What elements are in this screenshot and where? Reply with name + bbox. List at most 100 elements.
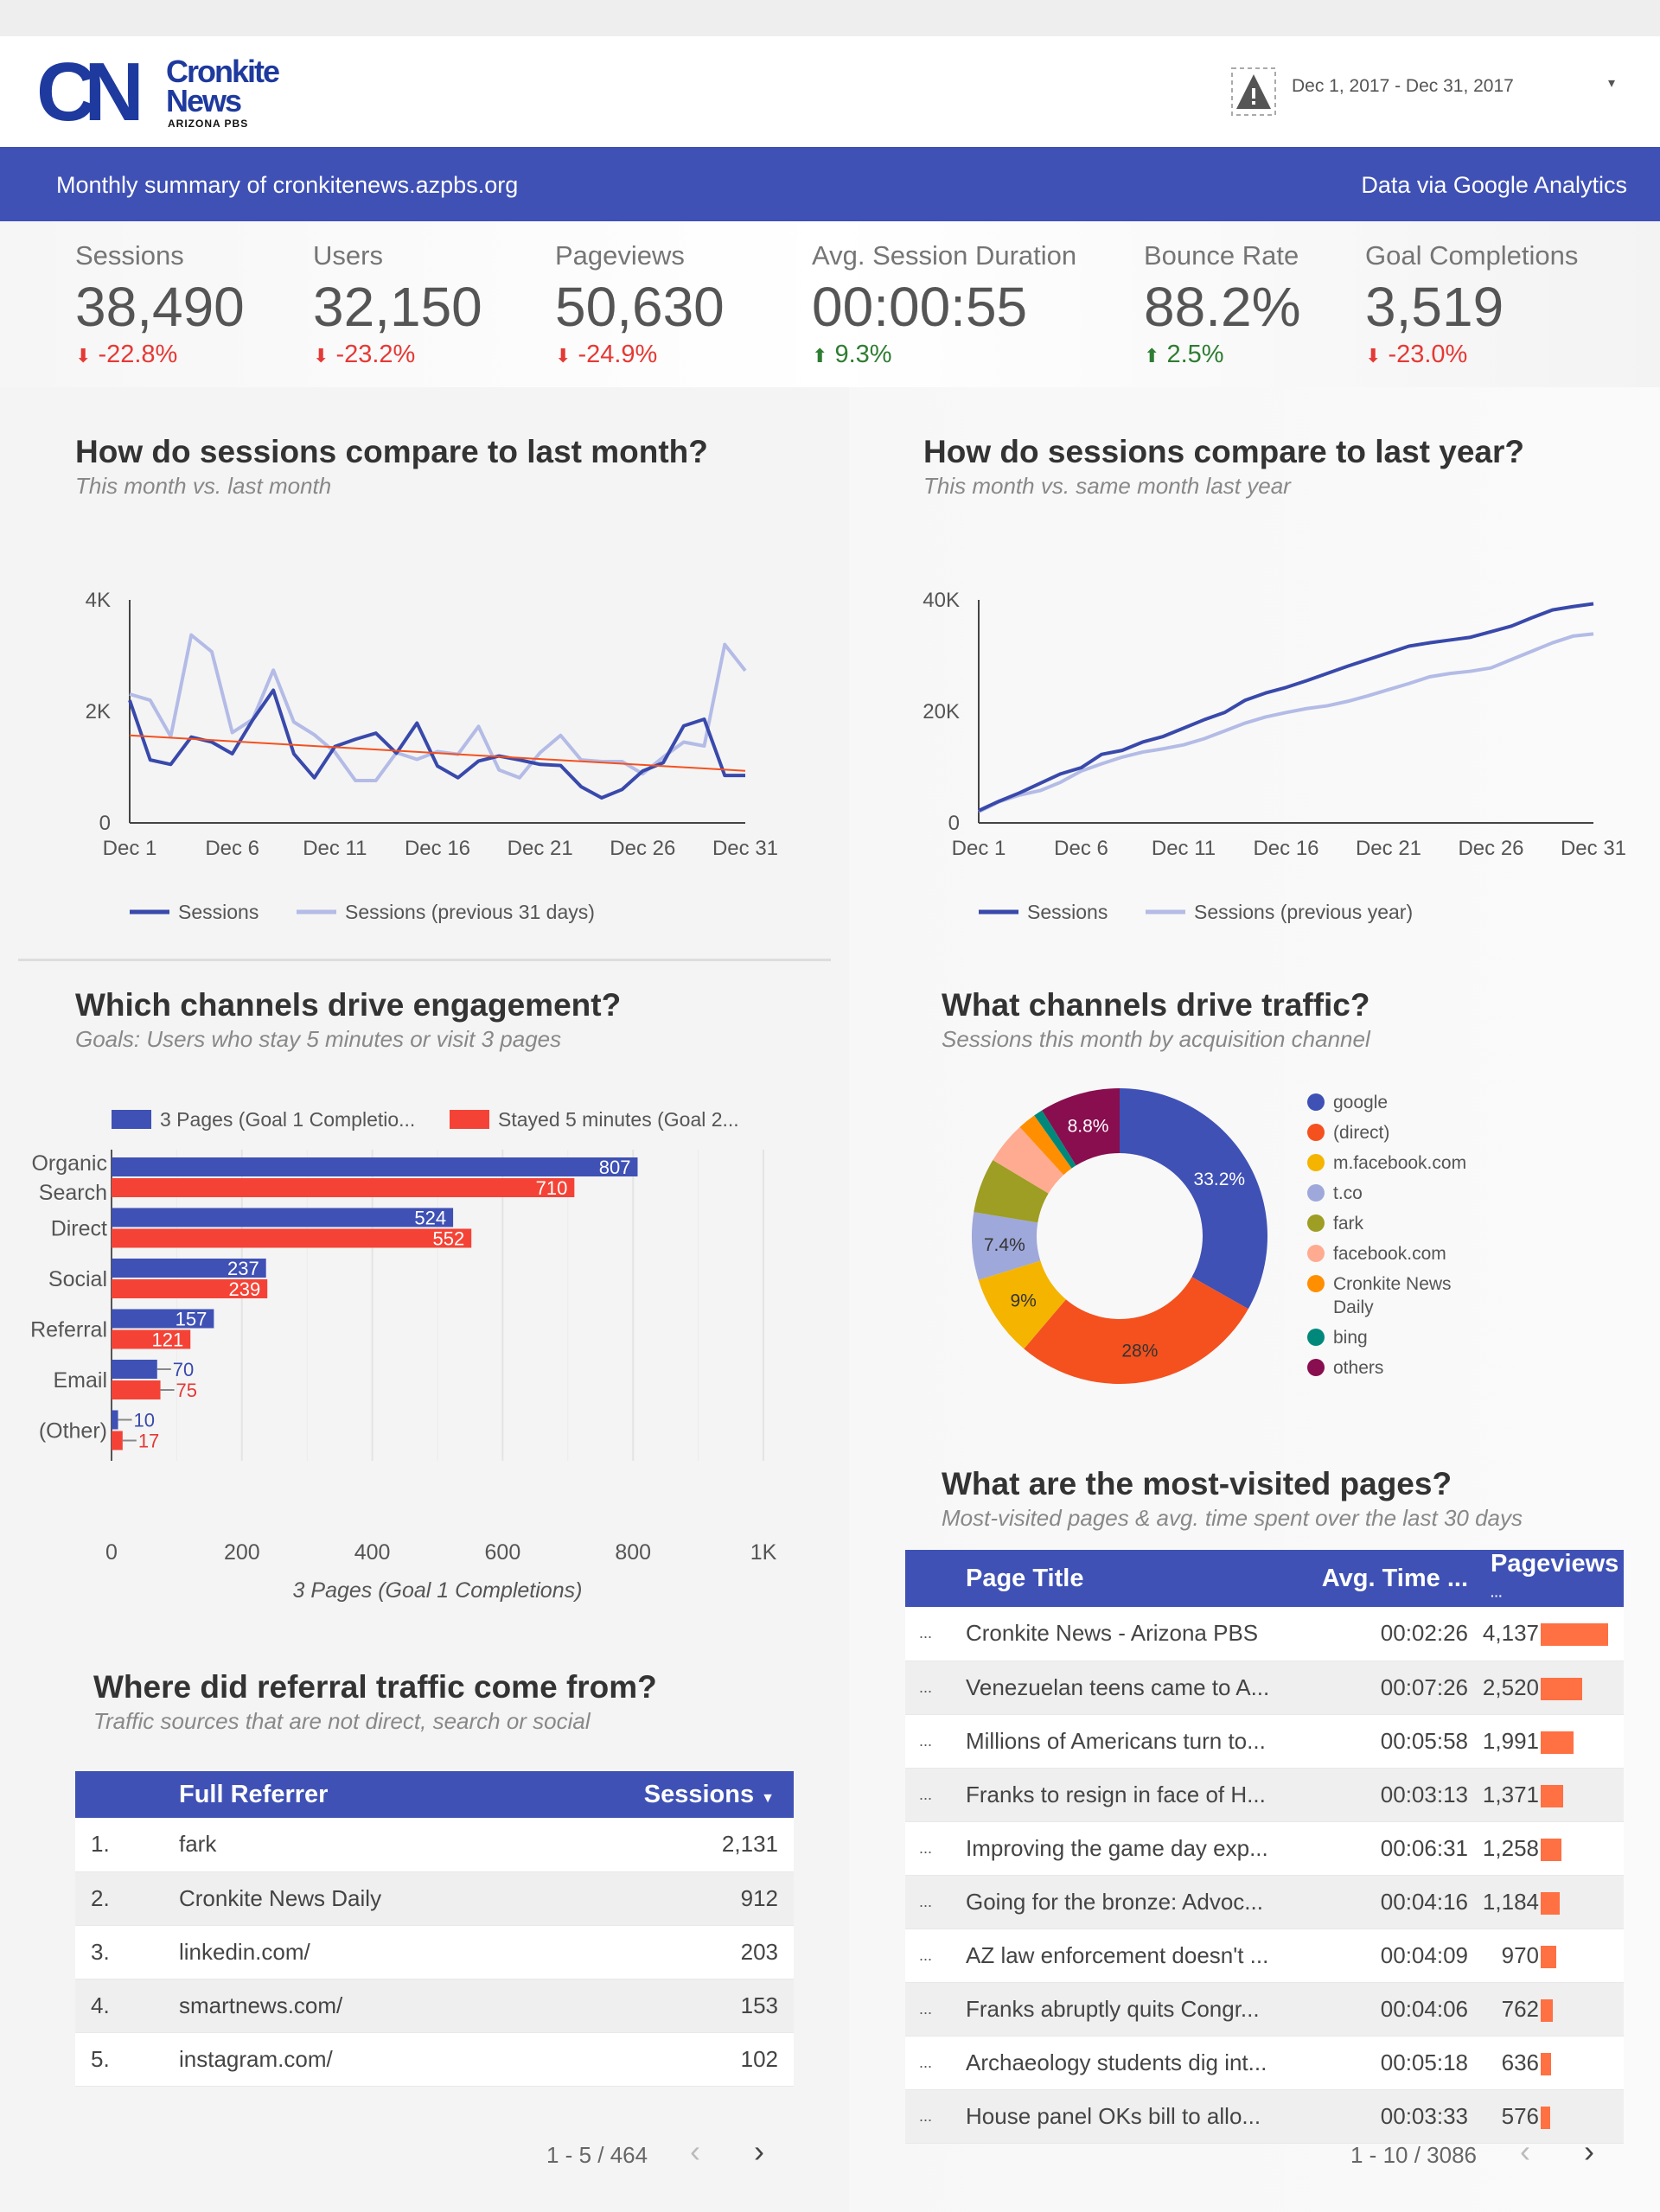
sort-descending-icon: ▼ bbox=[761, 1790, 775, 1806]
legend-swatch bbox=[112, 1110, 151, 1129]
table-row[interactable]: ... Archaeology students dig int... 00:05:… bbox=[905, 2036, 1624, 2089]
table-row[interactable]: ... Franks abruptly quits Congr... 00:04:0… bbox=[905, 1982, 1624, 2036]
page-title-cell: AZ law enforcement doesn't ... bbox=[966, 1941, 1269, 1968]
category-label: Referral bbox=[30, 1318, 107, 1342]
legend-item[interactable]: fark bbox=[1307, 1212, 1532, 1235]
legend-item[interactable]: t.co bbox=[1307, 1182, 1532, 1205]
kpi-change-value: -22.8% bbox=[98, 341, 178, 368]
row-menu[interactable]: ... bbox=[919, 2107, 933, 2125]
slice-fark bbox=[974, 1160, 1049, 1223]
chevron-right-icon[interactable]: › bbox=[754, 2133, 764, 2169]
row-menu[interactable]: ... bbox=[919, 1624, 933, 1642]
legend-item[interactable]: m.facebook.com bbox=[1307, 1151, 1532, 1175]
rank-cell: 1. bbox=[91, 1831, 110, 1858]
column-header-page-title[interactable]: Page Title bbox=[966, 1564, 1084, 1592]
column-header-pageviews[interactable]: Pageviews ··· bbox=[1491, 1550, 1619, 1603]
column-header-avg-time[interactable]: Avg. Time ... bbox=[1321, 1564, 1468, 1592]
row-menu[interactable]: ... bbox=[919, 1839, 933, 1857]
avg-time-cell: 00:04:06 bbox=[1380, 1995, 1468, 2022]
x-tick-label: 1K bbox=[750, 1540, 777, 1565]
slice-facebook-com bbox=[993, 1126, 1064, 1194]
y-tick-label: 0 bbox=[948, 812, 960, 835]
chevron-left-icon[interactable]: ‹ bbox=[1520, 2133, 1530, 2169]
row-menu[interactable]: ... bbox=[919, 1892, 933, 1910]
table-row[interactable]: ... Cronkite News - Arizona PBS 00:02:26 4,… bbox=[905, 1607, 1624, 1661]
chevron-right-icon[interactable]: › bbox=[1584, 2133, 1594, 2169]
slice-label: 7.4% bbox=[984, 1235, 1025, 1255]
slice-label: 28% bbox=[1121, 1341, 1158, 1361]
table-row[interactable]: 1. fark 2,131 bbox=[75, 1818, 794, 1871]
bar-organicsearch-goal1 bbox=[112, 1157, 638, 1176]
bar-value-label: 239 bbox=[228, 1278, 260, 1300]
legend-item[interactable]: (direct) bbox=[1307, 1121, 1532, 1144]
legend-item[interactable]: google bbox=[1307, 1091, 1532, 1114]
y-tick-label: 0 bbox=[99, 812, 111, 835]
legend-label: google bbox=[1333, 1093, 1389, 1112]
section-title: How do sessions compare to last year? bbox=[923, 434, 1524, 469]
referrer-cell: instagram.com/ bbox=[179, 2045, 333, 2072]
table-row[interactable]: ... Millions of Americans turn to... 00:05… bbox=[905, 1714, 1624, 1768]
legend-item[interactable]: facebook.com bbox=[1307, 1242, 1532, 1265]
series-line-sessions bbox=[978, 602, 1594, 813]
x-tick-label: Dec 31 bbox=[712, 837, 778, 860]
legend-item[interactable]: bing bbox=[1307, 1326, 1532, 1349]
slice-label: 8.8% bbox=[1068, 1117, 1109, 1137]
table-row[interactable]: 4. smartnews.com/153 bbox=[75, 1979, 794, 2032]
sessions-vs-last-year-chart: 0 20K 40K Dec 1 Dec 6 Dec 11 Dec 16 Dec 21 Dec 2… bbox=[923, 589, 1626, 923]
bar-email-goal2 bbox=[112, 1380, 161, 1399]
legend-item[interactable]: others bbox=[1307, 1356, 1532, 1380]
pageviews-bar bbox=[1541, 1677, 1582, 1700]
rank-cell: 2. bbox=[91, 1884, 110, 1911]
legend-dot bbox=[1307, 1245, 1325, 1262]
kpi-bounce-rate: Bounce Rate 88.2% ⬆ 2.5% bbox=[1144, 240, 1300, 369]
table-row[interactable]: 3. linkedin.com/203 bbox=[75, 1925, 794, 1979]
legend-label: Stayed 5 minutes (Goal 2... bbox=[498, 1108, 739, 1131]
section-title: Which channels drive engagement? bbox=[75, 987, 622, 1023]
row-menu[interactable]: ... bbox=[919, 1946, 933, 1964]
x-tick-label: Dec 6 bbox=[205, 837, 259, 860]
avg-time-cell: 00:05:18 bbox=[1380, 2049, 1468, 2075]
row-menu[interactable]: ... bbox=[919, 2053, 933, 2071]
table-row[interactable]: ... Going for the bronze: Advoc... 00:04:1… bbox=[905, 1875, 1624, 1928]
rank-cell: 3. bbox=[91, 1938, 110, 1965]
bar-value-label: 17 bbox=[138, 1431, 159, 1452]
table-row[interactable]: ... House panel OKs bill to allo... 00:03:… bbox=[905, 2089, 1624, 2143]
pageviews-value: 1,371 bbox=[1482, 1781, 1539, 1807]
legend-label: others bbox=[1333, 1358, 1384, 1378]
x-tick-label: Dec 21 bbox=[508, 837, 573, 860]
legend-label: Sessions (previous 31 days) bbox=[345, 901, 595, 923]
x-tick-label: Dec 1 bbox=[103, 837, 157, 860]
bar-value-label: 75 bbox=[176, 1380, 197, 1401]
table-row[interactable]: ... AZ law enforcement doesn't ... 00:04:0… bbox=[905, 1928, 1624, 1982]
column-header-full-referrer[interactable]: Full Referrer bbox=[179, 1780, 329, 1808]
chevron-left-icon[interactable]: ‹ bbox=[690, 2133, 700, 2169]
table-row[interactable]: 5. instagram.com/102 bbox=[75, 2032, 794, 2086]
row-menu[interactable]: ... bbox=[919, 1731, 933, 1750]
row-menu[interactable]: ... bbox=[919, 1999, 933, 2018]
chevron-down-icon[interactable]: ▾ bbox=[1608, 76, 1616, 91]
bar-other-goal1 bbox=[112, 1410, 118, 1430]
banner-source: Data via Google Analytics bbox=[1361, 172, 1627, 198]
bar-email-goal1 bbox=[112, 1360, 157, 1379]
arrow-down-icon: ⬇ bbox=[75, 345, 92, 367]
x-tick-label: 600 bbox=[485, 1540, 521, 1565]
table-row[interactable]: 2. Cronkite News Daily 912 bbox=[75, 1871, 794, 1925]
cronkite-news-logo: CN Cronkite News ARIZONA PBS bbox=[36, 46, 296, 138]
pageviews-bar bbox=[1541, 1945, 1557, 1968]
logo-mark: CN bbox=[36, 46, 144, 138]
date-range-picker[interactable]: Dec 1, 2017 - Dec 31, 2017 ▾ bbox=[1231, 67, 1629, 116]
legend-item[interactable]: Cronkite News Daily bbox=[1307, 1272, 1532, 1319]
table-row[interactable]: ... Improving the game day exp... 00:06:31… bbox=[905, 1821, 1624, 1875]
x-tick-label: Dec 1 bbox=[952, 837, 1006, 860]
bar-value-label: 121 bbox=[152, 1329, 184, 1351]
row-menu[interactable]: ... bbox=[919, 1785, 933, 1803]
bar-social-goal2 bbox=[112, 1279, 268, 1298]
category-label: Organic bbox=[31, 1151, 107, 1176]
table-row[interactable]: ... Venezuelan teens came to A... 00:07:26… bbox=[905, 1661, 1624, 1714]
category-label: Direct bbox=[51, 1217, 107, 1241]
column-header-sessions[interactable]: Sessions ▼ bbox=[533, 1771, 794, 1818]
row-menu[interactable]: ... bbox=[919, 1678, 933, 1696]
table-row[interactable]: ... Franks to resign in face of H... 00:03… bbox=[905, 1768, 1624, 1821]
warning-icon bbox=[1231, 67, 1276, 116]
kpi-change-value: 2.5% bbox=[1166, 341, 1224, 368]
